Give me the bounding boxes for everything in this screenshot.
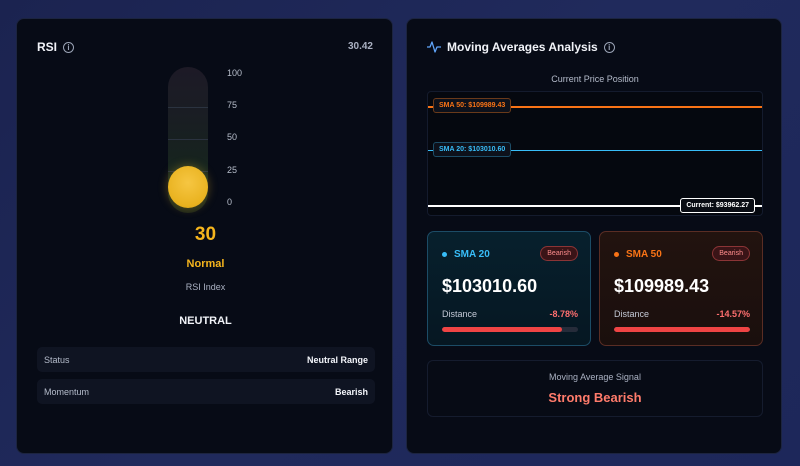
rsi-signal: NEUTRAL <box>179 315 232 327</box>
sma50-distance-bar <box>614 327 750 332</box>
sma50-badge: Bearish <box>712 246 750 261</box>
ma-signal-value: Strong Bearish <box>548 390 642 405</box>
sma20-badge: Bearish <box>540 246 578 261</box>
moving-averages-panel: Moving Averages Analysis i Current Price… <box>406 18 782 454</box>
status-label: Status <box>44 354 70 365</box>
momentum-value: Bearish <box>334 386 368 397</box>
rsi-value-top: 30.42 <box>347 41 373 52</box>
status-value: Neutral Range <box>306 354 368 365</box>
sma20-distance-label: Distance <box>442 309 478 319</box>
sma20-price: $103010.60 <box>442 276 538 296</box>
rsi-scale-100: 100 <box>227 68 243 78</box>
sma50-tag: SMA 50: $109989.43 <box>433 98 512 113</box>
rsi-panel: RSI i 30.42 100 75 50 25 0 30 Normal RSI… <box>16 18 393 454</box>
status-row: Status Neutral Range <box>37 347 375 372</box>
info-icon[interactable]: i <box>63 41 75 53</box>
momentum-row: Momentum Bearish <box>37 379 375 404</box>
rsi-title-group: RSI i <box>37 40 75 54</box>
rsi-scale-50: 50 <box>227 132 238 142</box>
price-position-chart: SMA 50: $109989.43 SMA 20: $103010.60 Cu… <box>427 91 763 216</box>
rsi-subtitle: RSI Index <box>185 282 226 292</box>
info-icon[interactable]: i <box>603 41 615 53</box>
rsi-scale-75: 75 <box>227 100 238 110</box>
rsi-thermometer-bulb <box>168 166 208 208</box>
current-price-line <box>428 205 762 207</box>
sma50-name: SMA 50 <box>626 249 662 260</box>
rsi-scale-25: 25 <box>227 165 238 175</box>
sma20-card[interactable]: SMA 20 Bearish $103010.60 Distance -8.78… <box>427 231 591 346</box>
ma-signal-box: Moving Average Signal Strong Bearish <box>427 360 763 417</box>
sma20-distance-value: -8.78% <box>549 309 578 319</box>
rsi-value: 30 <box>194 224 217 245</box>
sma50-distance-fill <box>614 327 750 332</box>
sma50-distance-value: -14.57% <box>716 309 750 319</box>
sma50-header: SMA 50 <box>614 249 662 260</box>
sma20-line <box>428 150 762 151</box>
current-price-tag: Current: $93962.27 <box>680 198 755 213</box>
sma50-distance-label: Distance <box>614 309 650 319</box>
ma-title: Moving Averages Analysis <box>447 40 598 54</box>
sma50-card[interactable]: SMA 50 Bearish $109989.43 Distance -14.5… <box>599 231 763 346</box>
rsi-scale-0: 0 <box>227 197 233 207</box>
ma-signal-label: Moving Average Signal <box>549 372 641 382</box>
rsi-title: RSI <box>37 40 58 54</box>
sma20-dot <box>442 252 447 257</box>
activity-icon <box>427 41 441 53</box>
sma50-line <box>428 106 762 108</box>
sma50-dot <box>614 252 619 257</box>
price-position-title: Current Price Position <box>551 74 639 84</box>
sma50-price: $109989.43 <box>614 276 710 296</box>
rsi-state: Normal <box>186 258 225 270</box>
sma20-tag: SMA 20: $103010.60 <box>433 142 512 157</box>
sma20-distance-bar <box>442 327 578 332</box>
sma20-distance-fill <box>442 327 562 332</box>
sma20-header: SMA 20 <box>442 249 490 260</box>
ma-title-group: Moving Averages Analysis i <box>427 40 615 54</box>
momentum-label: Momentum <box>44 386 90 397</box>
sma20-name: SMA 20 <box>454 249 490 260</box>
